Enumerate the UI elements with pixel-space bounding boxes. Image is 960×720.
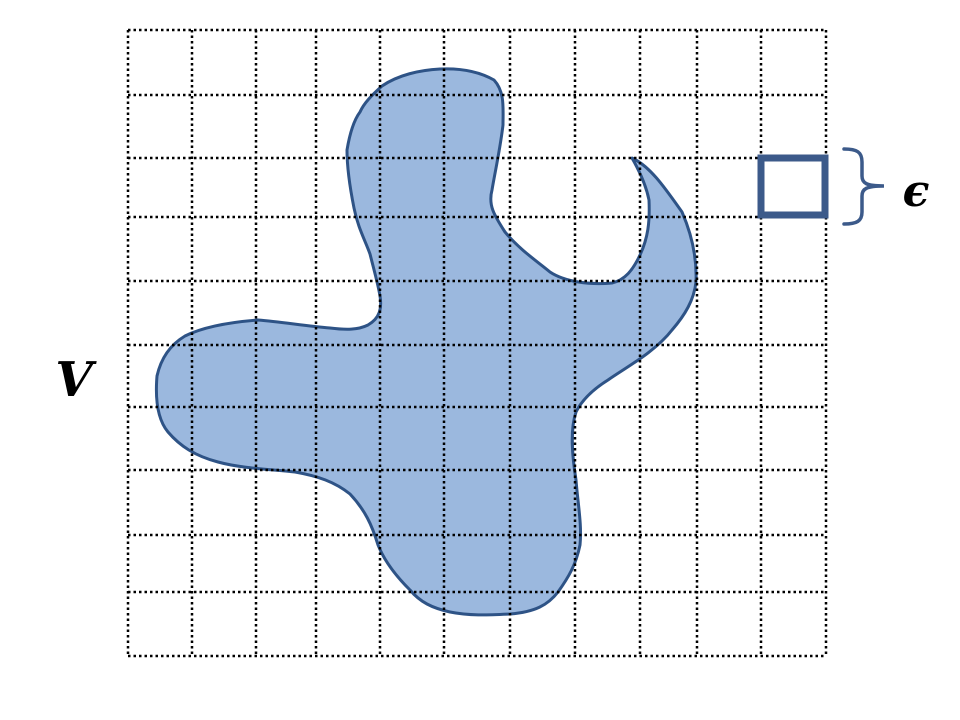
epsilon-curly-brace	[842, 147, 885, 226]
epsilon-label: ϵ	[903, 166, 930, 217]
dotted-grid	[126, 28, 828, 658]
epsilon-reference-square	[757, 154, 829, 219]
set-label-v: V	[55, 352, 97, 408]
region-v-shape	[154, 67, 698, 617]
